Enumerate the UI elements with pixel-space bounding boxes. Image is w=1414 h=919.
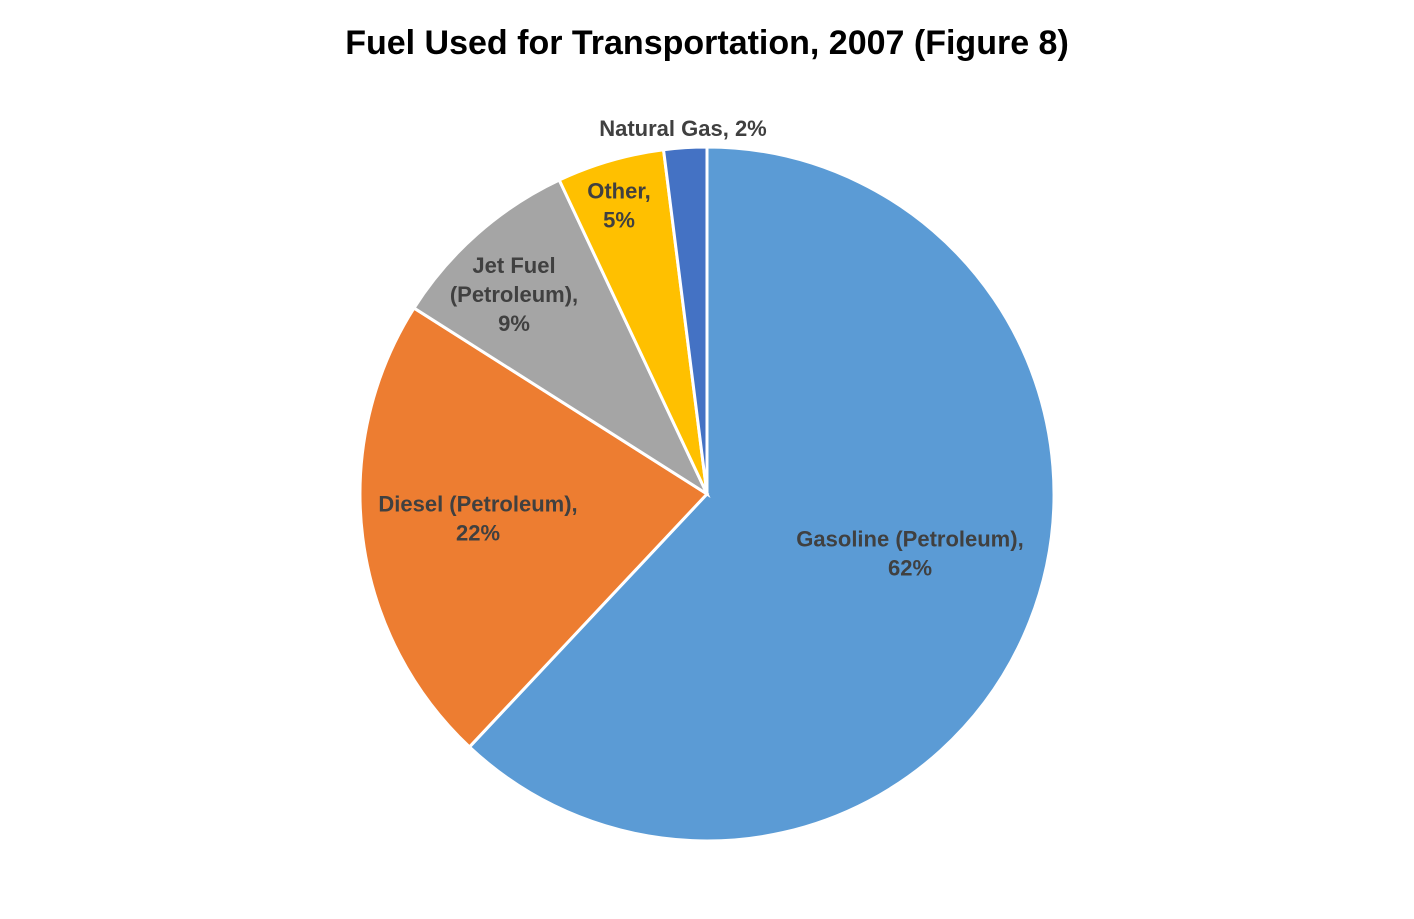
pie-slice: [358, 305, 710, 750]
data-label: Other, 5%: [587, 179, 651, 233]
pie-slice: [467, 145, 1056, 843]
data-label: Jet Fuel (Petroleum), 9%: [450, 253, 578, 336]
slices: [358, 145, 1056, 843]
chart-title: Fuel Used for Transportation, 2007 (Figu…: [345, 24, 1069, 62]
pie-slice: [661, 145, 709, 495]
data-label: Gasoline (Petroleum), 62%: [796, 527, 1023, 581]
data-label: Diesel (Petroleum), 22%: [378, 492, 577, 546]
data-label: Natural Gas, 2%: [599, 116, 767, 141]
pie-slice: [411, 178, 711, 499]
